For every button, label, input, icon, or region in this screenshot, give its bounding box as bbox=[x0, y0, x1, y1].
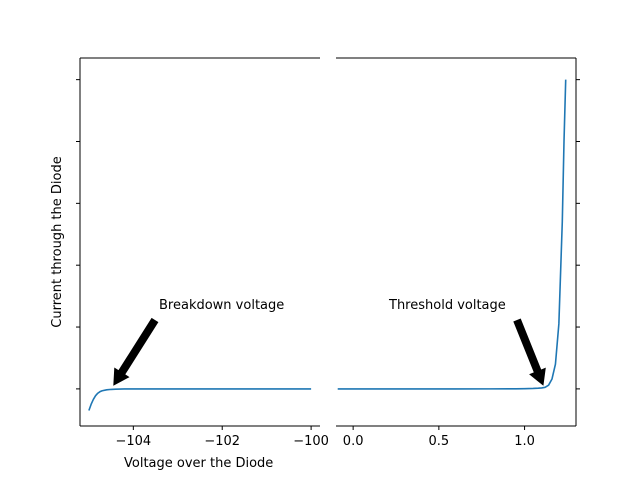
forward-x-tick-label: 0.5 bbox=[429, 434, 450, 449]
y-axis-label: Current through the Diode bbox=[50, 156, 65, 327]
forward-series-line bbox=[337, 79, 567, 390]
annotations: Breakdown voltage Threshold voltage bbox=[113, 298, 546, 386]
breakdown-annotation-arrow bbox=[113, 317, 159, 386]
forward-annotation-text: Threshold voltage bbox=[388, 298, 506, 313]
forward-y-ticks bbox=[576, 79, 580, 390]
x-axis-label: Voltage over the Diode bbox=[124, 456, 273, 471]
breakdown-x-tick-label: −102 bbox=[204, 434, 240, 449]
forward-series-group bbox=[337, 79, 567, 390]
breakdown-x-tick-label: −100 bbox=[293, 434, 329, 449]
forward-panel: 0.0 0.5 1.0 bbox=[336, 57, 580, 449]
breakdown-annotation-text: Breakdown voltage bbox=[159, 298, 284, 313]
forward-x-tick-label: 1.0 bbox=[514, 434, 535, 449]
forward-annotation-arrow bbox=[513, 318, 546, 386]
breakdown-x-tick-label: −104 bbox=[115, 434, 151, 449]
breakdown-x-ticks: −104 −102 −100 bbox=[115, 426, 329, 449]
forward-x-ticks: 0.0 0.5 1.0 bbox=[343, 426, 535, 449]
forward-x-tick-label: 0.0 bbox=[343, 434, 364, 449]
breakdown-y-ticks bbox=[76, 79, 80, 390]
breakdown-panel: −104 −102 −100 bbox=[76, 57, 329, 449]
breakdown-series-line bbox=[88, 388, 312, 411]
breakdown-series-group bbox=[88, 388, 312, 411]
